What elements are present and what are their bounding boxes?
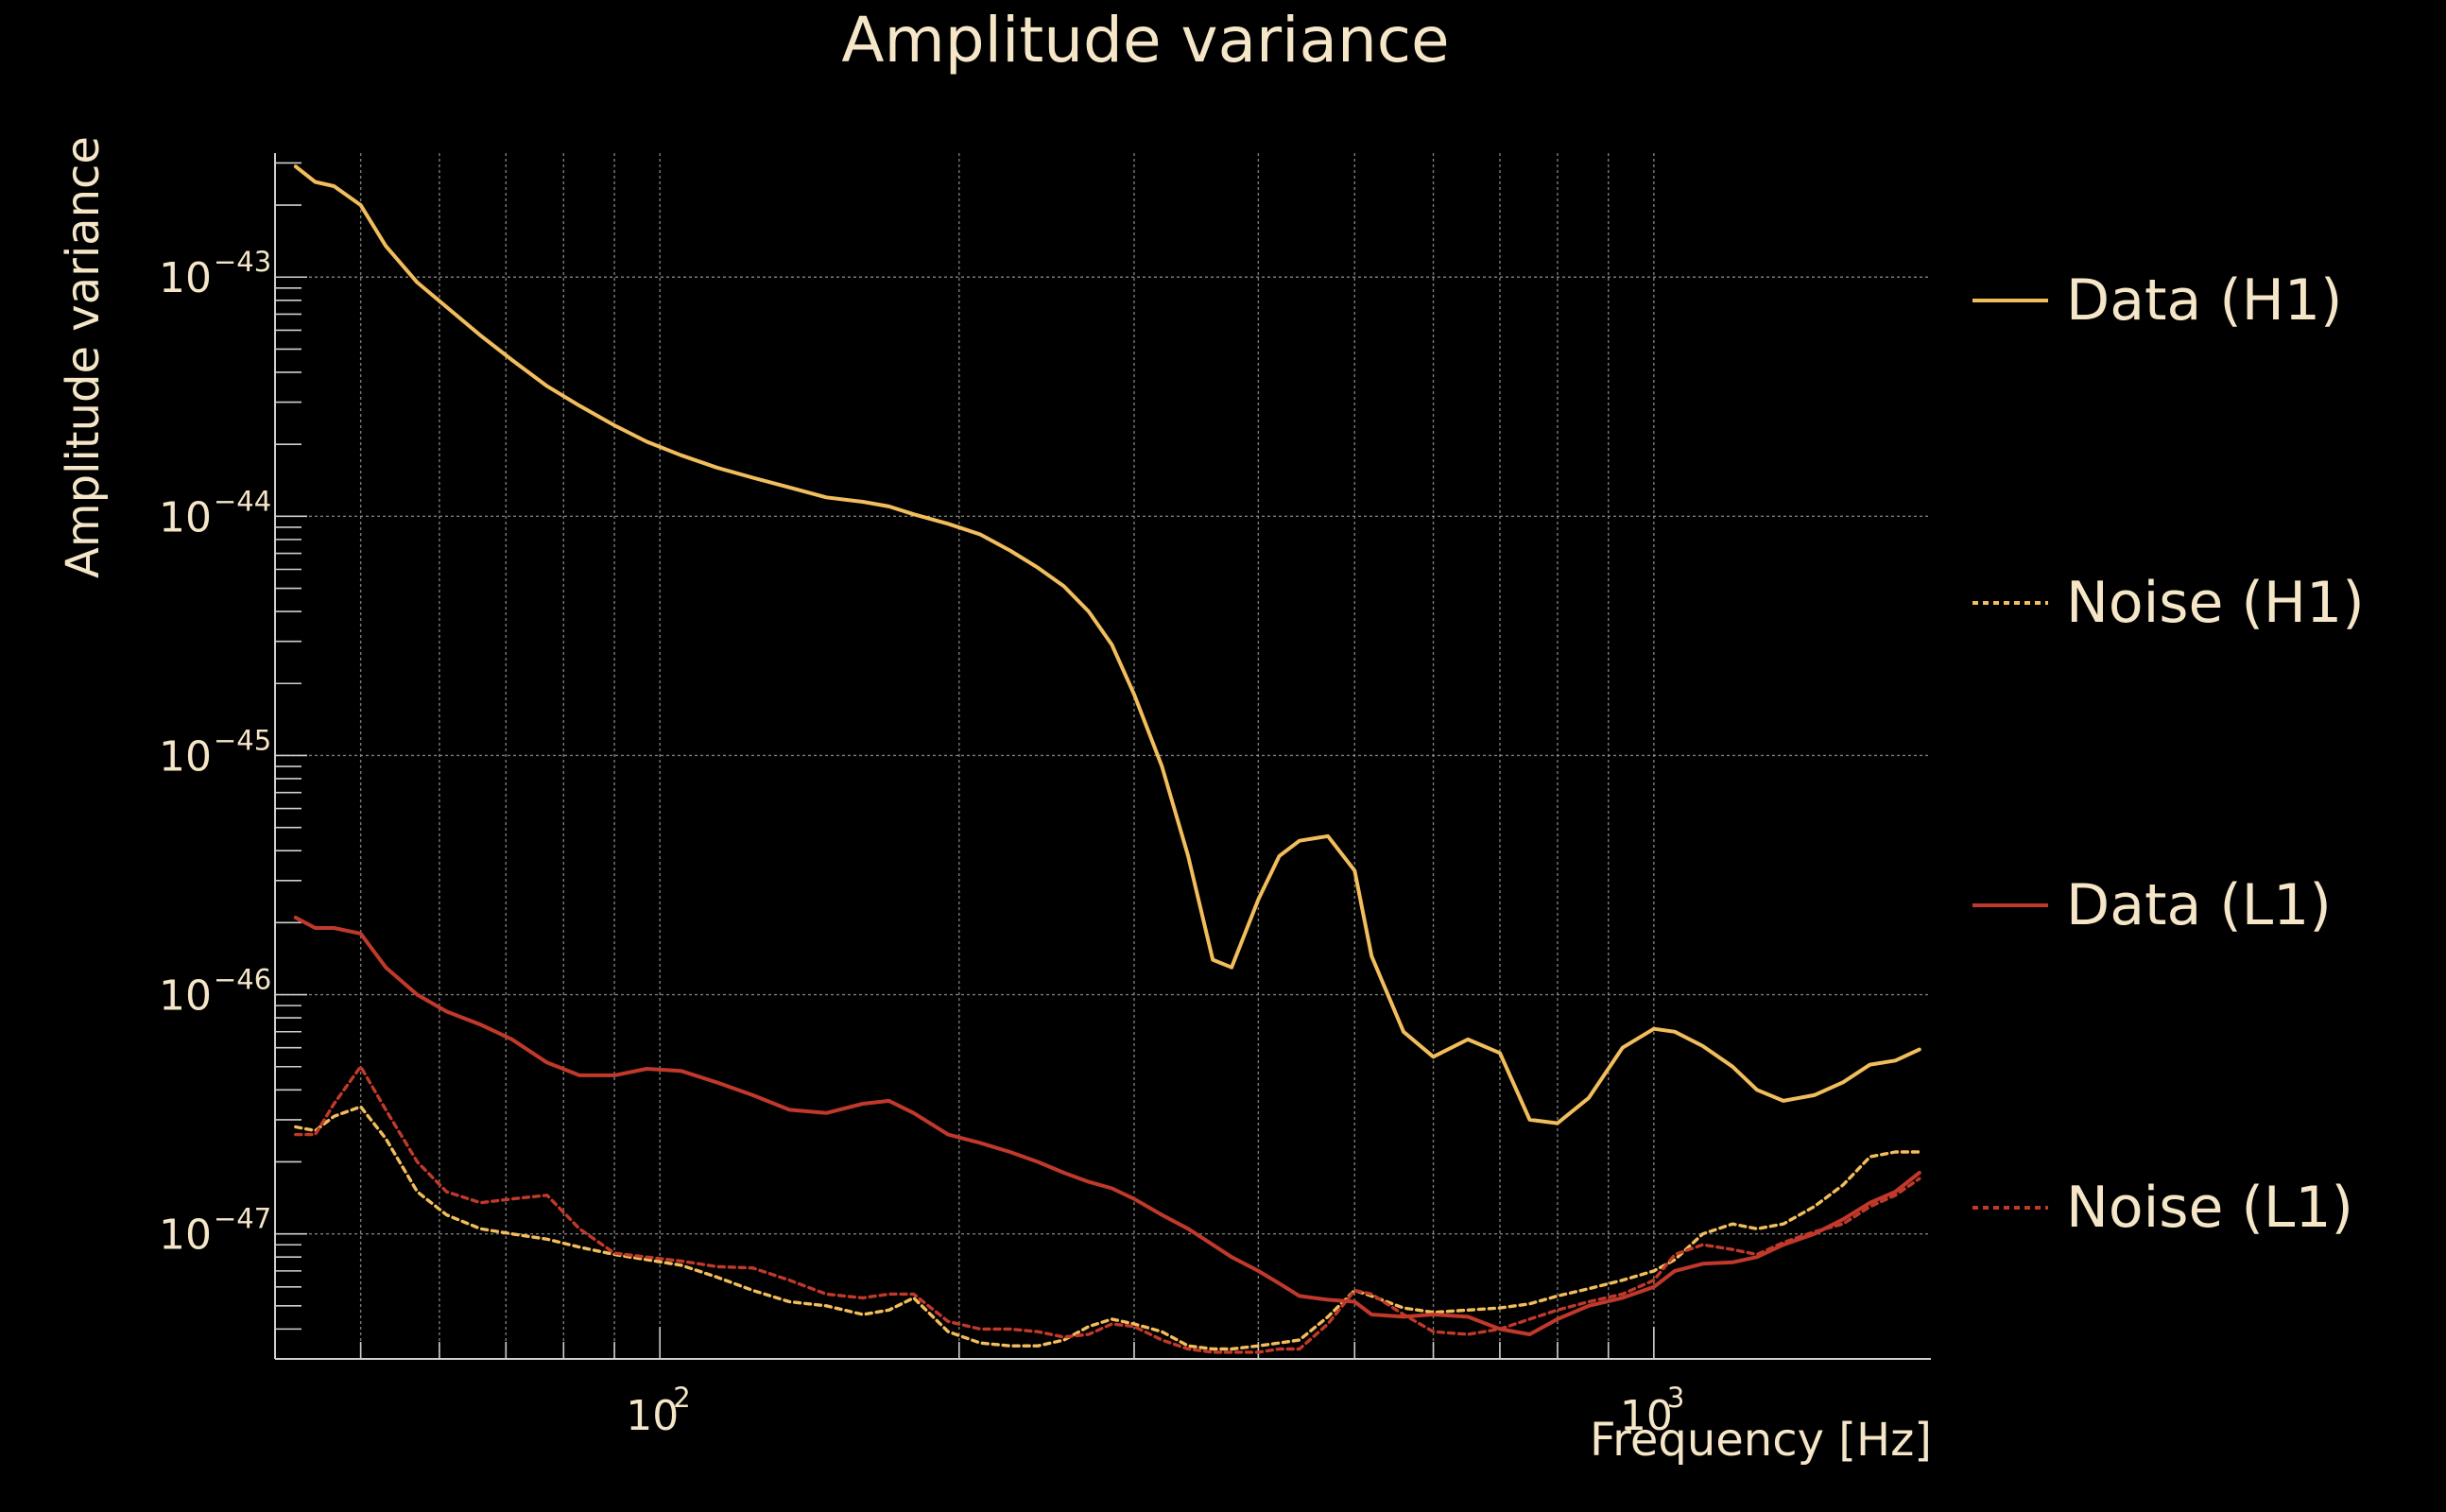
y-tick-label: 10 −44 xyxy=(159,485,271,541)
y-tick-label-base: 10 xyxy=(159,972,212,1021)
y-tick-label: 10 −43 xyxy=(159,246,271,302)
y-tick-label: 10 −46 xyxy=(159,964,271,1021)
y-tick-label-exponent: −43 xyxy=(214,246,271,278)
series-line-noise-l1 xyxy=(294,1064,1921,1354)
y-tick-label: 10 −45 xyxy=(159,724,271,781)
y-tick-label-exponent: −45 xyxy=(214,724,271,756)
x-tick-label-exponent: 2 xyxy=(673,1382,690,1414)
x-tick-label: 103 xyxy=(1620,1382,1684,1440)
legend-entry: Noise (L1) xyxy=(1972,1175,2353,1241)
y-tick-label-base: 10 xyxy=(159,254,212,302)
legend-label: Noise (H1) xyxy=(2066,570,2365,636)
x-tick-label-exponent: 3 xyxy=(1667,1382,1684,1414)
series-line-data-h1 xyxy=(293,164,1921,1125)
legend-label: Data (H1) xyxy=(2066,267,2342,334)
legend-entry: Data (H1) xyxy=(1972,267,2342,334)
x-axis-label: Frequency [Hz] xyxy=(1590,1414,1932,1467)
chart-title: Amplitude variance xyxy=(841,4,1449,77)
legend-label: Data (L1) xyxy=(2066,872,2332,938)
y-tick-label-base: 10 xyxy=(159,1211,212,1260)
y-tick-label-exponent: −46 xyxy=(214,964,271,996)
legend: Data (H1) Noise (H1) Data (L1) Noise (L1) xyxy=(1972,267,2365,1241)
legend-entry: Data (L1) xyxy=(1972,872,2332,938)
y-tick-label-exponent: −44 xyxy=(214,485,271,517)
y-tick-label-exponent: −47 xyxy=(214,1203,271,1235)
legend-entry: Noise (H1) xyxy=(1972,570,2365,636)
series-line-data-l1 xyxy=(293,916,1921,1336)
x-tick-label-base: 10 xyxy=(626,1392,679,1440)
y-axis-label: Amplitude variance xyxy=(57,136,110,578)
x-tick-label: 102 xyxy=(626,1382,690,1440)
y-tick-label-base: 10 xyxy=(159,493,212,541)
data-series xyxy=(293,164,1921,1354)
y-tick-label-base: 10 xyxy=(159,732,212,781)
x-tick-label-base: 10 xyxy=(1620,1392,1673,1440)
y-tick-label: 10 −47 xyxy=(159,1203,271,1260)
legend-label: Noise (L1) xyxy=(2066,1175,2353,1241)
